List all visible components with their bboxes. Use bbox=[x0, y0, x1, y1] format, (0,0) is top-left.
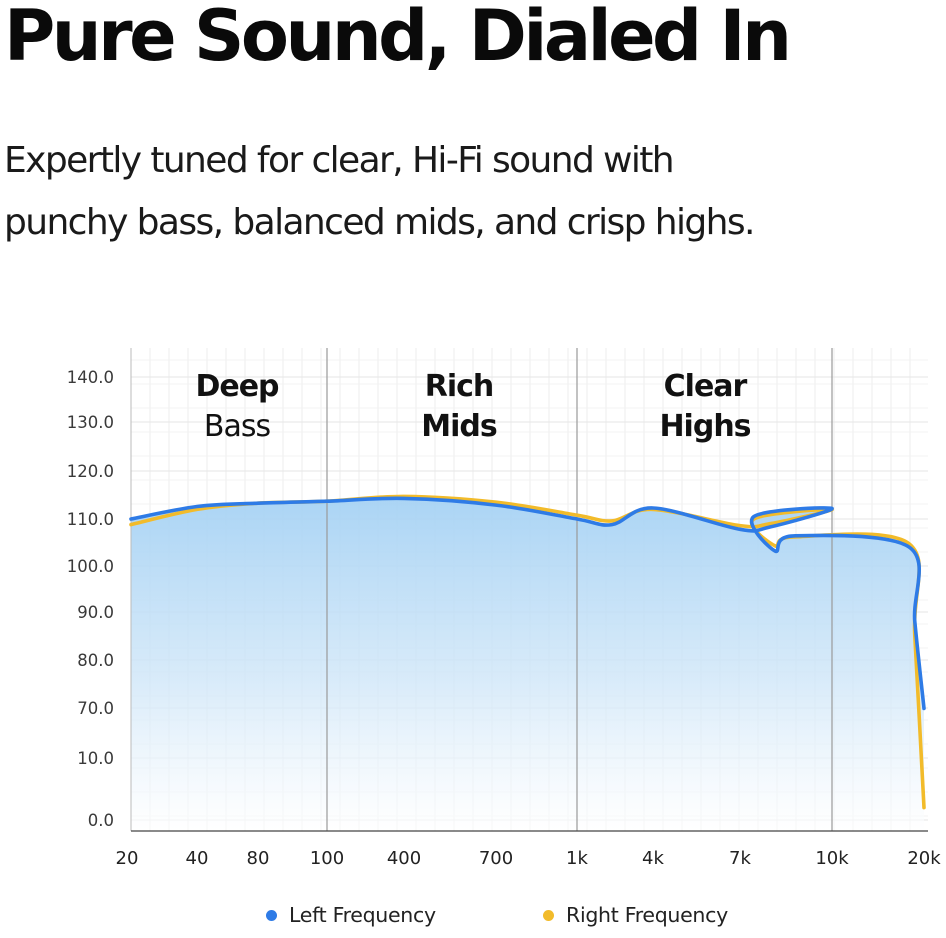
y-tick-label: 100.0 bbox=[67, 557, 114, 576]
x-tick-label: 4k bbox=[642, 848, 664, 869]
x-tick-label: 700 bbox=[479, 848, 513, 869]
y-tick-label: 130.0 bbox=[67, 413, 114, 432]
frequency-response-chart: 0.0 10.0 70.0 80.0 90.0 100.0 110.0 120.0 130.0 1… bbox=[67, 348, 941, 869]
chart-axes: 0.0 10.0 70.0 80.0 90.0 100.0 110.0 120.0 130.0 1… bbox=[67, 348, 941, 869]
x-tick-label: 1k bbox=[566, 848, 588, 869]
y-tick-label: 0.0 bbox=[88, 811, 114, 830]
region-labels: Deep Bass Rich Mids Clear Highs bbox=[195, 369, 751, 444]
region-label-line2: Mids bbox=[421, 409, 497, 444]
x-tick-label: 20k bbox=[907, 848, 941, 869]
chart-legend: Left Frequency Right Frequency bbox=[0, 898, 946, 932]
y-tick-label: 70.0 bbox=[77, 699, 114, 718]
region-label-line1: Clear bbox=[664, 369, 748, 404]
legend-item-left: Left Frequency bbox=[266, 898, 436, 932]
series-lines bbox=[129, 494, 926, 810]
region-dividers bbox=[326, 348, 833, 831]
x-tick-label: 10k bbox=[815, 848, 849, 869]
x-tick-label: 80 bbox=[247, 848, 270, 869]
x-tick-label: 40 bbox=[186, 848, 209, 869]
y-tick-label: 80.0 bbox=[77, 651, 114, 670]
y-tick-label: 90.0 bbox=[77, 603, 114, 622]
subtitle-line-1: Expertly tuned for clear, Hi-Fi sound wi… bbox=[4, 140, 675, 181]
legend-swatch-right bbox=[543, 909, 554, 921]
y-tick-label: 140.0 bbox=[67, 368, 114, 387]
x-tick-label: 20 bbox=[116, 848, 139, 869]
x-tick-label: 100 bbox=[310, 848, 344, 869]
page-title: Pure Sound, Dialed In bbox=[4, 0, 792, 77]
x-tick-label: 400 bbox=[387, 848, 421, 869]
x-tick-label: 7k bbox=[729, 848, 751, 869]
page-subtitle: Expertly tuned for clear, Hi-Fi sound wi… bbox=[4, 130, 904, 254]
legend-item-right: Right Frequency bbox=[543, 898, 728, 932]
region-label-line2: Bass bbox=[204, 409, 271, 444]
legend-label-right: Right Frequency bbox=[566, 903, 728, 927]
region-label-line1: Deep bbox=[195, 369, 279, 404]
series-line-left bbox=[129, 496, 926, 711]
region-label-line2: Highs bbox=[659, 409, 750, 444]
area-fill-left bbox=[131, 498, 924, 831]
region-label-line1: Rich bbox=[425, 369, 494, 404]
area-fill bbox=[131, 498, 924, 831]
legend-swatch-left bbox=[266, 909, 277, 921]
y-tick-label: 10.0 bbox=[77, 749, 114, 768]
subtitle-line-2: punchy bass, balanced mids, and crisp hi… bbox=[4, 202, 755, 243]
legend-label-left: Left Frequency bbox=[289, 903, 436, 927]
y-tick-label: 120.0 bbox=[67, 462, 114, 481]
y-tick-label: 110.0 bbox=[67, 510, 114, 529]
